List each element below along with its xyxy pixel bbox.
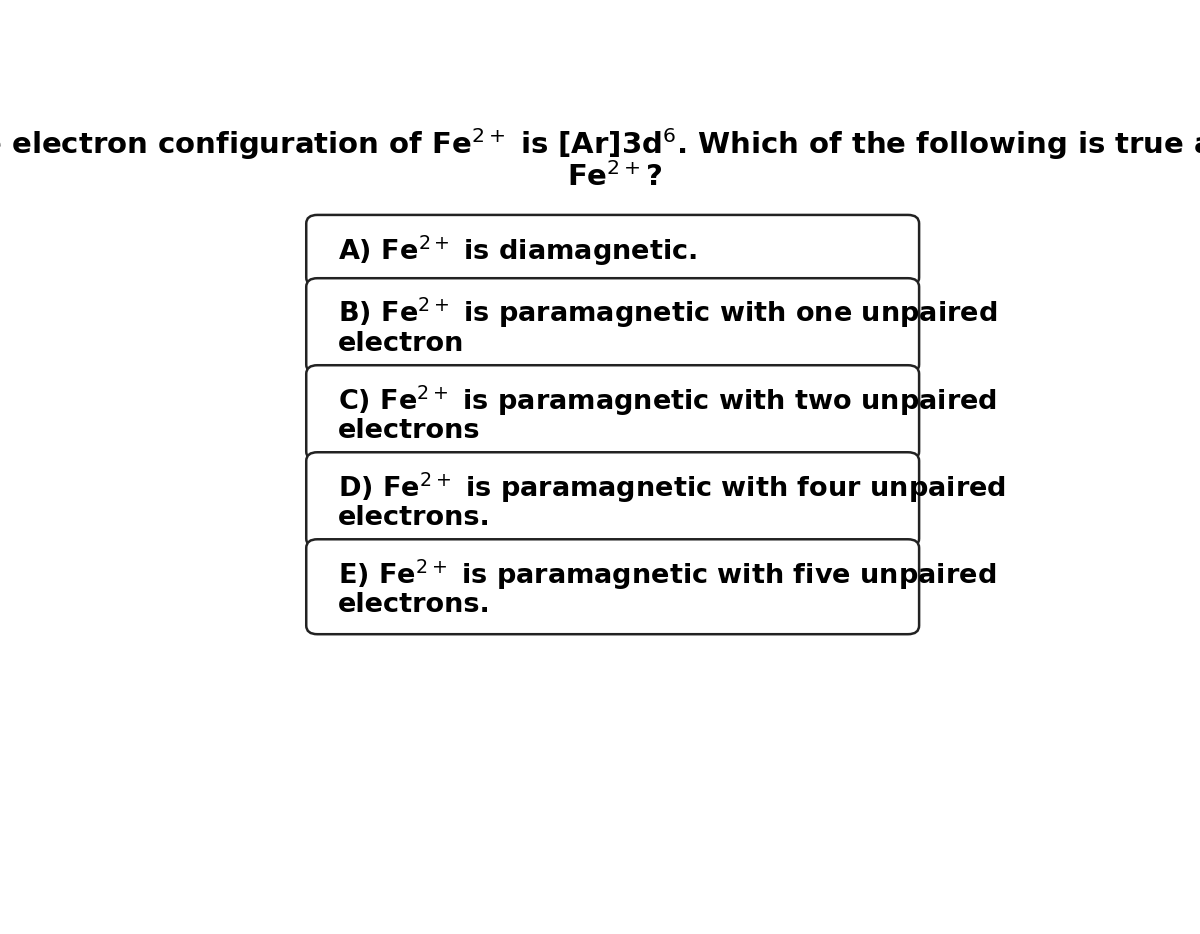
Text: electrons.: electrons. (338, 504, 491, 531)
Text: Fe$^{2+}$?: Fe$^{2+}$? (568, 162, 662, 191)
Text: electrons: electrons (338, 417, 480, 444)
FancyBboxPatch shape (306, 215, 919, 286)
FancyBboxPatch shape (306, 365, 919, 460)
Text: C) Fe$^{2+}$ is paramagnetic with two unpaired: C) Fe$^{2+}$ is paramagnetic with two un… (338, 383, 997, 417)
Text: electrons.: electrons. (338, 591, 491, 617)
Text: A) Fe$^{2+}$ is diamagnetic.: A) Fe$^{2+}$ is diamagnetic. (338, 234, 697, 268)
Text: E) Fe$^{2+}$ is paramagnetic with five unpaired: E) Fe$^{2+}$ is paramagnetic with five u… (338, 557, 996, 591)
FancyBboxPatch shape (306, 539, 919, 634)
FancyBboxPatch shape (306, 278, 919, 374)
Text: D) Fe$^{2+}$ is paramagnetic with four unpaired: D) Fe$^{2+}$ is paramagnetic with four u… (338, 470, 1006, 504)
FancyBboxPatch shape (306, 452, 919, 547)
Text: electron: electron (338, 331, 464, 357)
Text: B) Fe$^{2+}$ is paramagnetic with one unpaired: B) Fe$^{2+}$ is paramagnetic with one un… (338, 296, 997, 331)
Text: The electron configuration of Fe$^{2+}$ is [Ar]3d$^{6}$. Which of the following : The electron configuration of Fe$^{2+}$ … (0, 126, 1200, 163)
